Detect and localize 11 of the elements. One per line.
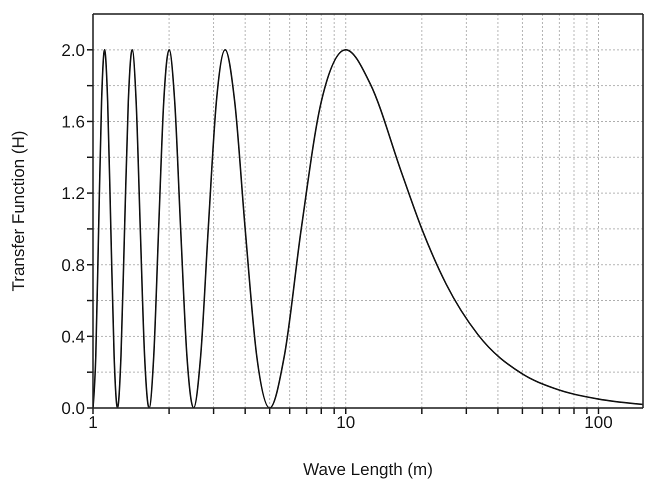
- y-axis-title: Transfer Function (H): [9, 130, 28, 292]
- x-tick-label: 1: [88, 413, 98, 432]
- x-tick-label: 10: [336, 413, 356, 432]
- y-tick-label: 2.0: [61, 40, 85, 60]
- y-tick-label: 0.4: [61, 327, 85, 346]
- y-tick-label: 1.2: [61, 184, 85, 204]
- x-axis-title: Wave Length (m): [303, 460, 433, 479]
- y-tick-label: 0.0: [61, 399, 85, 418]
- y-tick-label: 1.6: [61, 112, 85, 132]
- x-tick-label: 100: [584, 413, 613, 432]
- y-tick-label: 0.8: [61, 256, 85, 275]
